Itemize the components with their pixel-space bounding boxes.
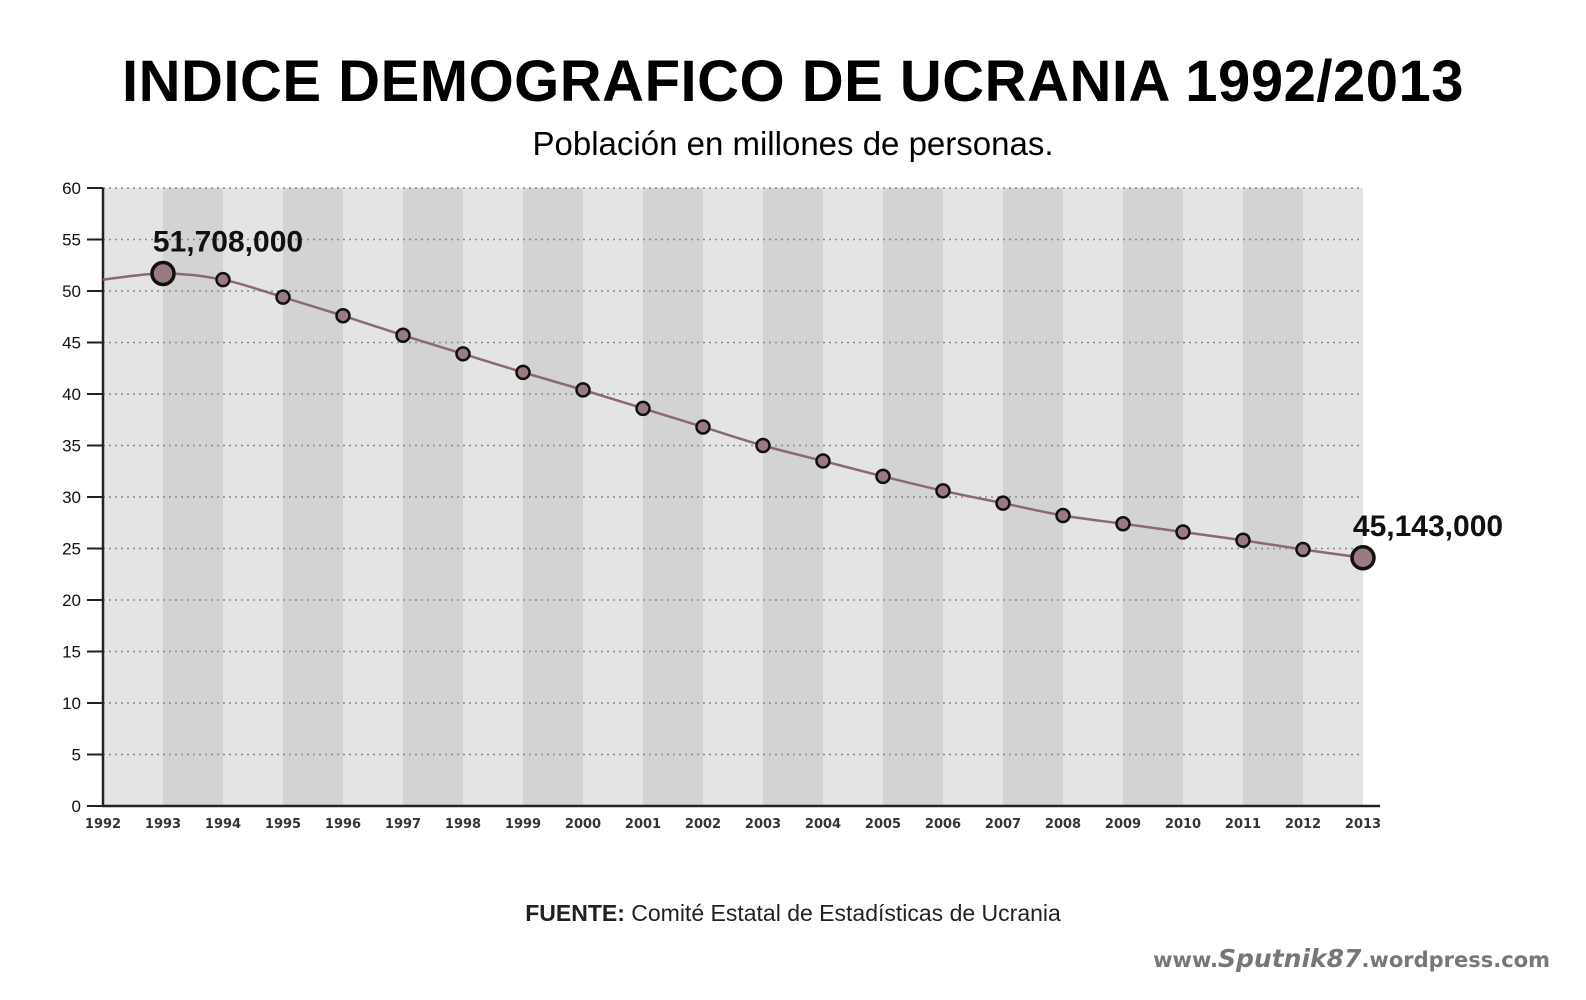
y-tick-labels: 0 5 10 15 20 25 30 35 40 45 50 55 60 [62, 179, 81, 816]
y-tick-label-25: 25 [62, 540, 81, 559]
grid-lines [103, 187, 1363, 756]
y-tick-label-20: 20 [62, 591, 81, 610]
y-tick-label-5: 5 [72, 746, 81, 765]
credit-prefix: www. [1153, 948, 1218, 972]
x-tick-label-2013: 2013 [1345, 817, 1381, 832]
y-tick-label-60: 60 [62, 179, 81, 198]
y-tick-label-0: 0 [72, 797, 81, 816]
y-tick-label-10: 10 [62, 694, 81, 713]
x-tick-label-1999: 1999 [505, 817, 541, 832]
source-note: FUENTE: Comité Estatal de Estadísticas d… [0, 900, 1586, 927]
x-tick-label-2004: 2004 [805, 817, 841, 832]
x-tick-label-1996: 1996 [325, 817, 361, 832]
y-tick-label-15: 15 [62, 643, 81, 662]
marker-2002 [695, 419, 711, 435]
axes [87, 187, 1380, 808]
x-tick-label-2001: 2001 [625, 817, 661, 832]
x-tick-label-1998: 1998 [445, 817, 481, 832]
annotation-1993: 51,708,000 [153, 225, 303, 258]
x-tick-label-2002: 2002 [685, 817, 721, 832]
x-tick-label-1995: 1995 [265, 817, 301, 832]
marker-2001 [635, 400, 651, 417]
x-tick-label-1993: 1993 [145, 817, 181, 832]
y-tick-label-45: 45 [62, 334, 81, 353]
y-tick-label-30: 30 [62, 488, 81, 507]
marker-2006 [935, 483, 951, 499]
marker-2012 [1295, 541, 1311, 558]
value-annotations: 51,708,000 45,143,000 [153, 225, 1503, 542]
credit-brand: Sputnik87 [1218, 944, 1362, 973]
marker-2007 [995, 495, 1011, 511]
marker-1998 [455, 346, 471, 362]
data-markers [150, 260, 1376, 571]
y-tick-label-35: 35 [62, 437, 81, 456]
x-tick-label-1992: 1992 [85, 817, 121, 832]
marker-1996 [335, 307, 351, 324]
site-credit: www.Sputnik87.wordpress.com [1153, 944, 1550, 973]
marker-2009 [1115, 516, 1131, 532]
x-tick-label-2007: 2007 [985, 817, 1021, 832]
x-tick-label-2000: 2000 [565, 817, 601, 832]
marker-2004 [815, 453, 831, 469]
x-tick-label-1994: 1994 [205, 817, 241, 832]
x-tick-label-1997: 1997 [385, 817, 421, 832]
marker-2000 [575, 382, 591, 398]
x-tick-label-2009: 2009 [1105, 817, 1141, 832]
marker-2013 [1350, 545, 1376, 571]
marker-1993 [150, 260, 176, 287]
x-tick-label-2010: 2010 [1165, 817, 1201, 832]
marker-2005 [875, 468, 891, 485]
credit-suffix: .wordpress.com [1361, 948, 1550, 972]
marker-2008 [1055, 507, 1071, 524]
marker-2011 [1235, 532, 1251, 549]
y-tick-label-55: 55 [62, 231, 81, 250]
x-tick-labels: 1992 1993 1994 1995 1996 1997 1998 1999 2000 2001… [85, 817, 1381, 832]
y-tick-label-40: 40 [62, 385, 81, 404]
marker-2003 [755, 437, 771, 454]
chart-title: INDICE DEMOGRAFICO DE UCRANIA 1992/2013 [122, 49, 1464, 114]
x-tick-label-2012: 2012 [1285, 817, 1321, 832]
annotation-2013: 45,143,000 [1353, 510, 1503, 543]
x-tick-label-2003: 2003 [745, 817, 781, 832]
marker-2010 [1175, 524, 1191, 540]
chart-subtitle: Población en millones de personas. [532, 125, 1054, 162]
y-tick-label-50: 50 [62, 282, 81, 301]
x-tick-label-2005: 2005 [865, 817, 901, 832]
source-label: FUENTE: [525, 900, 625, 926]
x-tick-label-2011: 2011 [1225, 817, 1261, 832]
population-line [102, 272, 1364, 560]
marker-1997 [395, 327, 411, 344]
marker-1994 [215, 271, 231, 288]
marker-1999 [515, 364, 531, 381]
x-tick-label-2006: 2006 [925, 817, 961, 832]
marker-1995 [275, 289, 291, 305]
x-tick-label-2008: 2008 [1045, 817, 1081, 832]
source-text: Comité Estatal de Estadísticas de Ucrani… [624, 900, 1061, 926]
